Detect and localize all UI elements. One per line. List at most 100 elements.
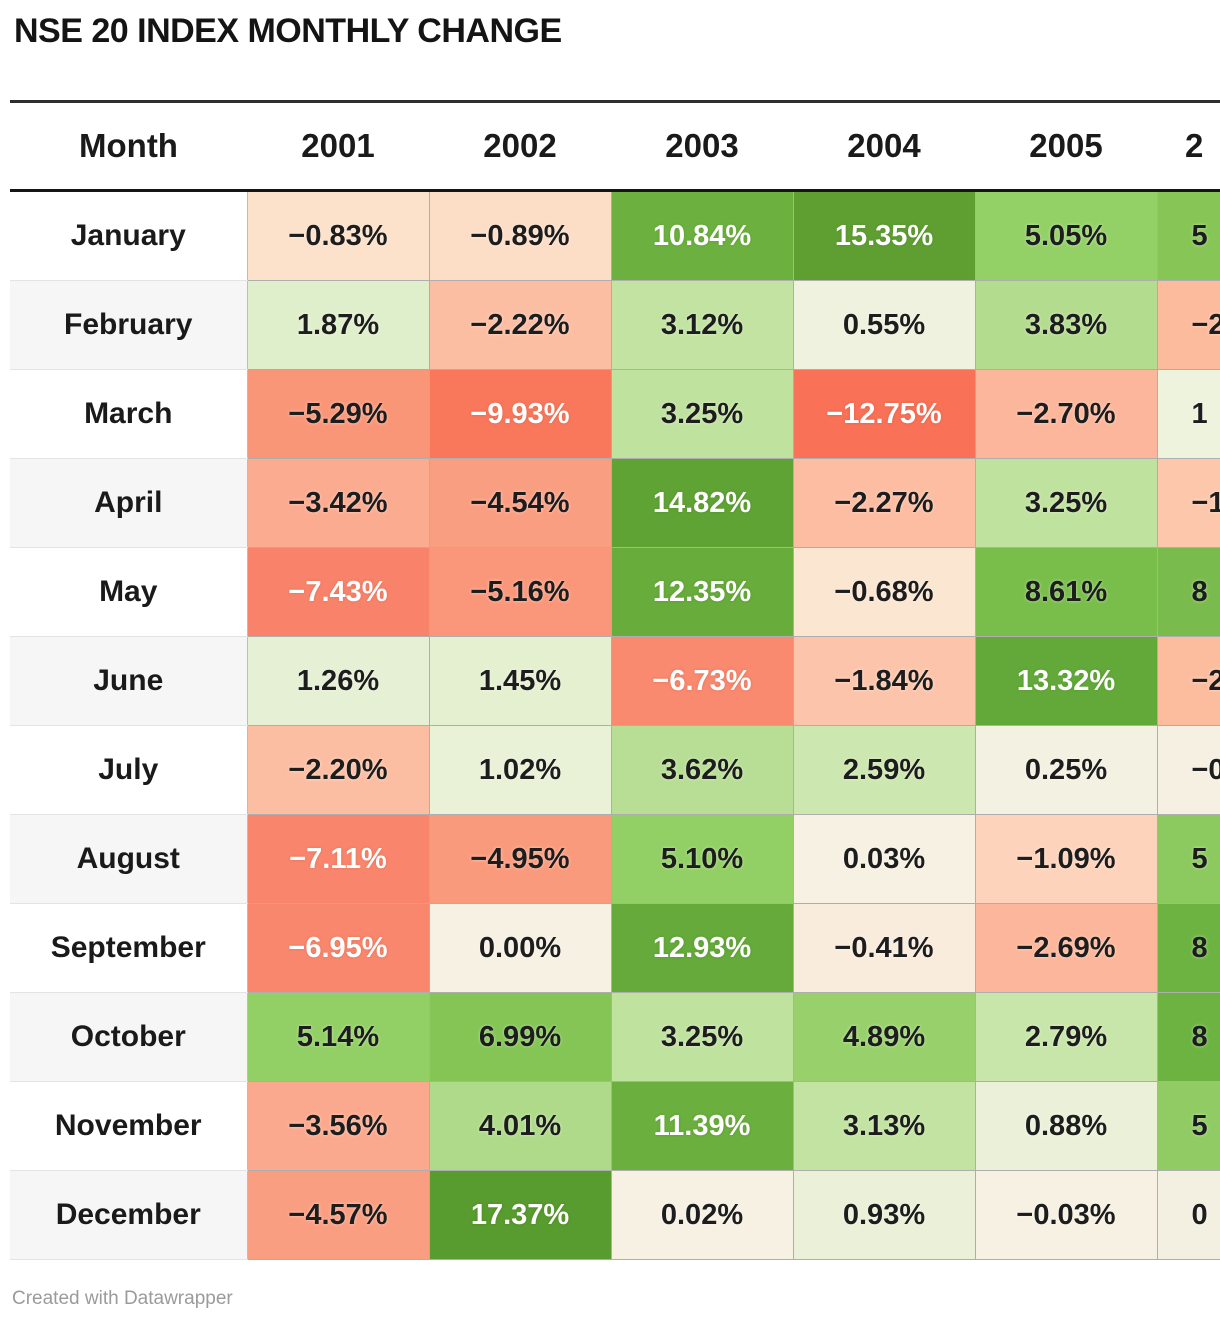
heatmap-cell: −5.29% [246,369,430,459]
heatmap-cell: −0.03% [974,1170,1158,1260]
heatmap-cell: 2.79% [974,992,1158,1082]
table-row: October 5.14% 6.99% 3.25% 4.89% 2.79% 8 [10,992,1220,1082]
heatmap-cell: −2.22% [428,280,612,370]
heatmap-cell-partial: 5 [1156,190,1220,281]
heatmap-cell: 0.03% [792,814,976,904]
heatmap-cell: −6.95% [246,903,430,993]
heatmap-table: Month 2001 2002 2003 2004 2005 2 January −0.83… [10,103,1220,1260]
heatmap-cell: −1.84% [792,636,976,726]
row-label-month: December [10,1170,248,1260]
heatmap-cell: 0.25% [974,725,1158,815]
heatmap-cell-partial: 8 [1156,903,1220,993]
heatmap-cell-partial: 8 [1156,547,1220,637]
heatmap-cell: −7.11% [246,814,430,904]
heatmap-cell: −2.70% [974,369,1158,459]
table-row: April−3.42%−4.54%14.82%−2.27%3.25%−1 [10,458,1220,548]
row-label-month: March [10,369,248,459]
table-row: August −7.11% −4.95% 5.10% 0.03% −1.09% 5 [10,814,1220,904]
heatmap-cell: 3.13% [792,1081,976,1171]
row-label-month: April [10,458,248,548]
heatmap-cell: −2.20% [246,725,430,815]
heatmap-cell: 0.88% [974,1081,1158,1171]
row-label-month: June [10,636,248,726]
heatmap-cell: 1.87% [246,280,430,370]
heatmap-cell: 5.14% [246,992,430,1082]
row-label-month: January [10,190,248,281]
table-row: January −0.83% −0.89% 10.84% 15.35% 5.05% 5 [10,190,1220,281]
heatmap-cell: 0.55% [792,280,976,370]
page-title: NSE 20 INDEX MONTHLY CHANGE [14,12,562,50]
heatmap-cell: 12.35% [610,547,794,637]
heatmap-cell-partial: −2 [1156,636,1220,726]
column-header-year-partial: 2 [1157,103,1220,192]
heatmap-cell-partial: 5 [1156,814,1220,904]
column-header-year: 2002 [429,103,611,192]
heatmap-table-container: Month 2001 2002 2003 2004 2005 2 January −0.83… [10,100,1220,1260]
heatmap-cell-partial: −2 [1156,280,1220,370]
heatmap-cell: −4.95% [428,814,612,904]
heatmap-cell: −0.68% [792,547,976,637]
heatmap-cell: −9.93% [428,369,612,459]
heatmap-cell: 1.02% [428,725,612,815]
heatmap-cell: 14.82% [610,458,794,548]
heatmap-cell-partial: −1 [1156,458,1220,548]
heatmap-cell: 0.93% [792,1170,976,1260]
table-row: May −7.43% −5.16% 12.35% −0.68% 8.61% 8 [10,547,1220,637]
heatmap-cell: 12.93% [610,903,794,993]
heatmap-cell-partial: −0 [1156,725,1220,815]
heatmap-cell: −1.09% [974,814,1158,904]
table-row: September −6.95% 0.00% 12.93% −0.41% −2.69% 8 [10,903,1220,993]
heatmap-cell: 8.61% [974,547,1158,637]
table-row: July−2.20%1.02%3.62%2.59%0.25%−0 [10,725,1220,815]
heatmap-cell-partial: 1 [1156,369,1220,459]
heatmap-cell: −0.89% [428,190,612,281]
heatmap-cell: 4.01% [428,1081,612,1171]
heatmap-cell: 3.25% [610,369,794,459]
heatmap-cell: 1.45% [428,636,612,726]
row-label-month: July [10,725,248,815]
heatmap-cell: −6.73% [610,636,794,726]
row-label-month: October [10,992,248,1082]
heatmap-cell: −4.54% [428,458,612,548]
row-label-month: August [10,814,248,904]
heatmap-cell-partial: 0 [1156,1170,1220,1260]
heatmap-cell: −5.16% [428,547,612,637]
row-label-month: May [10,547,248,637]
heatmap-cell: −3.56% [246,1081,430,1171]
heatmap-cell: 10.84% [610,190,794,281]
heatmap-cell: −2.69% [974,903,1158,993]
attribution-text: Created with Datawrapper [12,1288,233,1309]
heatmap-cell: −12.75% [792,369,976,459]
heatmap-cell: 6.99% [428,992,612,1082]
heatmap-cell: −0.41% [792,903,976,993]
heatmap-cell: 3.25% [610,992,794,1082]
table-row: November −3.56% 4.01% 11.39% 3.13% 0.88% 5 [10,1081,1220,1171]
heatmap-cell: 3.12% [610,280,794,370]
column-header-year: 2004 [793,103,975,192]
heatmap-cell: 15.35% [792,190,976,281]
column-header-year: 2003 [611,103,793,192]
heatmap-cell: −0.83% [246,190,430,281]
row-label-month: November [10,1081,248,1171]
heatmap-cell: 3.83% [974,280,1158,370]
heatmap-cell: 0.02% [610,1170,794,1260]
heatmap-cell: 3.25% [974,458,1158,548]
heatmap-cell: −4.57% [246,1170,430,1260]
heatmap-cell-partial: 8 [1156,992,1220,1082]
heatmap-cell: 2.59% [792,725,976,815]
column-header-year: 2001 [247,103,429,192]
heatmap-cell: 4.89% [792,992,976,1082]
table-row: December −4.57% 17.37% 0.02% 0.93% −0.03% 0 [10,1170,1220,1260]
heatmap-cell: 11.39% [610,1081,794,1171]
heatmap-cell: 17.37% [428,1170,612,1260]
table-row: March −5.29% −9.93% 3.25% −12.75% −2.70% 1 [10,369,1220,459]
heatmap-cell: 5.10% [610,814,794,904]
heatmap-cell-partial: 5 [1156,1081,1220,1171]
heatmap-cell: 0.00% [428,903,612,993]
column-header-month: Month [10,103,247,192]
heatmap-cell: 1.26% [246,636,430,726]
heatmap-cell: −2.27% [792,458,976,548]
row-label-month: September [10,903,248,993]
